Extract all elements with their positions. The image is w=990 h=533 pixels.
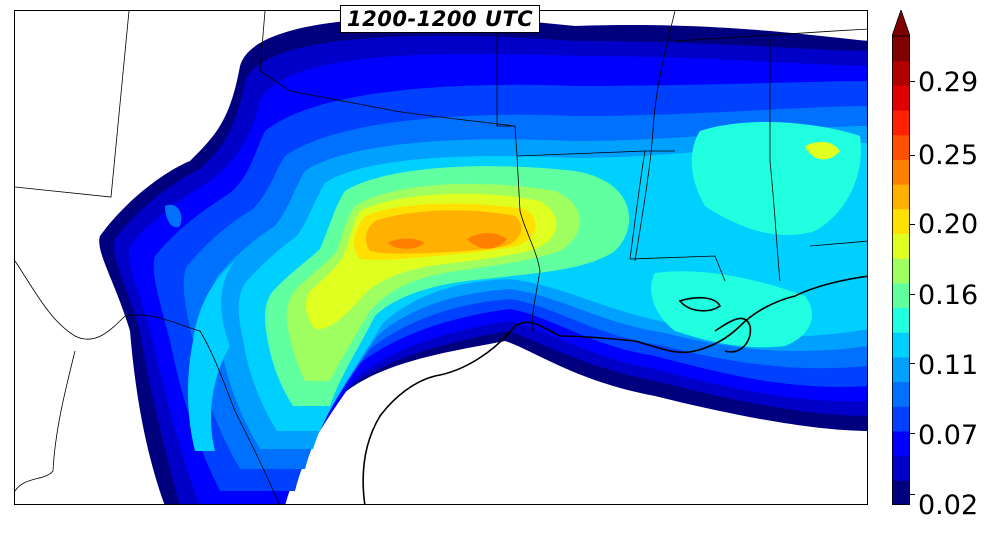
state-border-8 xyxy=(809,240,867,247)
gulf-coast-texas xyxy=(362,321,636,504)
colorbar-segment xyxy=(892,455,910,481)
colorbar-segment xyxy=(892,85,910,111)
map-panel xyxy=(14,10,868,505)
precipitation-map xyxy=(15,11,867,504)
colorbar-segment xyxy=(892,159,910,185)
colorbar-tick-label: 0.16 xyxy=(918,280,979,311)
colorbar-tick-mark xyxy=(910,294,915,295)
colorbar-segment xyxy=(892,381,910,407)
contour-level-8b xyxy=(651,271,813,348)
colorbar-segment xyxy=(892,110,910,136)
colorbar-segment xyxy=(892,356,910,383)
state-border-6 xyxy=(769,39,781,282)
state-border-5 xyxy=(674,28,867,42)
colorbar-segment xyxy=(892,60,910,86)
colorbar-tick-label: 0.20 xyxy=(918,209,979,240)
contour-level-14b xyxy=(387,238,425,249)
colorbar-segment xyxy=(892,258,910,284)
colorbar-tick-label: 0.11 xyxy=(918,350,979,381)
colorbar-segment xyxy=(892,134,910,160)
colorbar-tick-label: 0.07 xyxy=(918,420,979,451)
colorbar-tick-mark xyxy=(910,224,915,225)
state-border-4 xyxy=(516,155,541,332)
colorbar-segment xyxy=(892,233,910,259)
colorbar-segment xyxy=(892,430,910,457)
state-border-3 xyxy=(496,11,675,157)
colorbar-segment xyxy=(892,184,910,210)
state-border-2 xyxy=(259,11,516,127)
lake-pontchartrain xyxy=(678,296,722,312)
colorbar-tick-label: 0.25 xyxy=(918,140,979,171)
colorbar-segment xyxy=(892,282,910,309)
contour-level-14 xyxy=(467,233,507,249)
colorbar xyxy=(892,10,910,505)
contour-level-7b xyxy=(188,261,235,451)
colorbar-outline xyxy=(892,35,910,505)
mexico-border-1 xyxy=(15,260,280,504)
mexico-border-2 xyxy=(15,350,76,492)
louisiana-delta xyxy=(714,317,752,353)
colorbar-tick-label: 0.29 xyxy=(918,67,979,98)
boundary-lines xyxy=(15,11,867,504)
colorbar-segment xyxy=(892,332,910,358)
colorbar-extend-arrow xyxy=(892,10,910,37)
coastline xyxy=(362,275,867,504)
contour-level-5b xyxy=(165,204,182,228)
colorbar-segment xyxy=(892,480,910,505)
colorbar-segment xyxy=(892,36,910,62)
gulf-coast-louisiana xyxy=(634,275,867,354)
colorbar-segment xyxy=(892,208,910,234)
contour-level-11b xyxy=(805,141,840,160)
colorbar-tick-mark xyxy=(910,363,915,364)
colorbar-segment xyxy=(892,406,910,432)
state-border-7 xyxy=(629,150,726,282)
colorbar-tick-label: 0.02 xyxy=(918,490,979,521)
colorbar-segment xyxy=(892,307,910,333)
contour-fill-layer xyxy=(99,17,867,504)
colorbar-tick-mark xyxy=(910,433,915,434)
colorbar-tick-mark xyxy=(910,155,915,156)
colorbar-tick-mark xyxy=(910,494,915,495)
state-border-1 xyxy=(15,11,130,198)
colorbar-tick-mark xyxy=(910,81,915,82)
river-1 xyxy=(634,11,676,262)
map-title: 1200-1200 UTC xyxy=(340,5,541,33)
